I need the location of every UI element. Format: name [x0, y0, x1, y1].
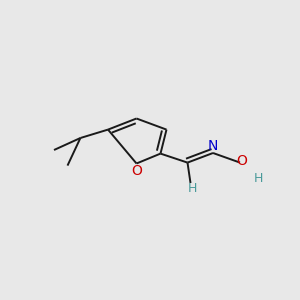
Text: N: N	[208, 140, 218, 153]
Text: O: O	[236, 154, 247, 168]
Text: H: H	[187, 182, 197, 195]
Text: H: H	[254, 172, 264, 185]
Text: O: O	[131, 164, 142, 178]
